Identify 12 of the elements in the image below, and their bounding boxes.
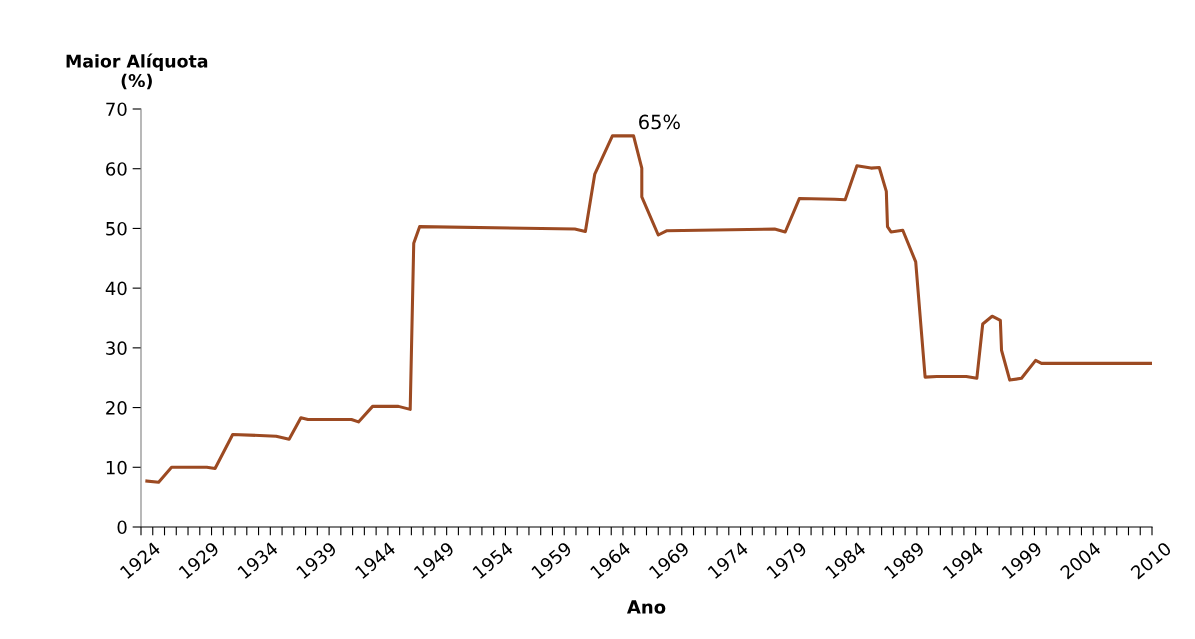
y-tick-label: 70 <box>106 102 127 117</box>
y-tick-label: 10 <box>106 460 127 475</box>
annotation: 65% <box>639 114 680 130</box>
y-tick-label: 30 <box>106 341 127 355</box>
x-axis-title: Ano <box>626 600 666 614</box>
y-axis-title: Maior Alíquota (%) <box>66 53 208 90</box>
y-tick-label: 0 <box>117 520 127 535</box>
y-tick-label: 20 <box>106 401 127 415</box>
y-tick-label: 50 <box>106 221 127 236</box>
y-tick-label: 60 <box>106 162 127 176</box>
y-tick-label: 40 <box>105 281 127 296</box>
line-series <box>145 134 1152 484</box>
